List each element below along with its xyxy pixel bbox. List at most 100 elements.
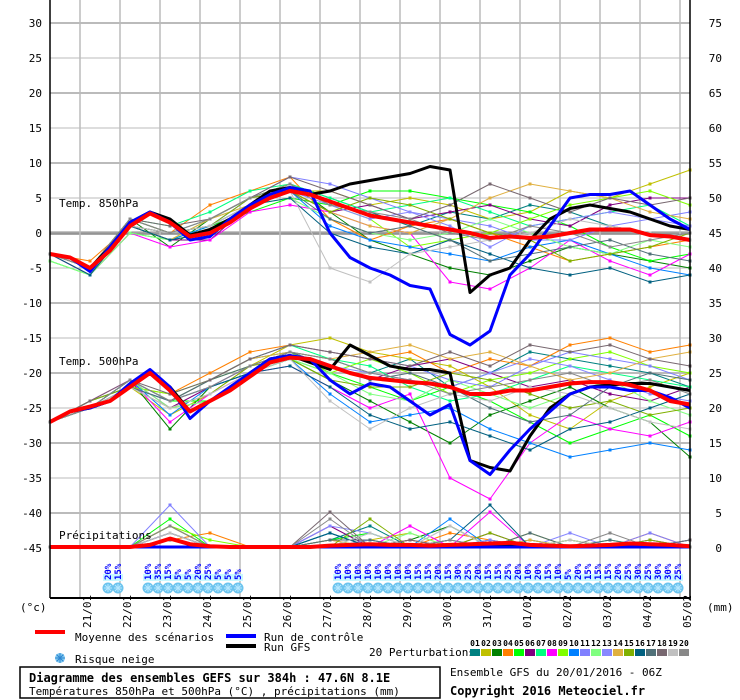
- right-tick-label: 15: [709, 437, 722, 450]
- perturbation-13-t850-point: [448, 224, 452, 228]
- right-tick-label: 35: [709, 297, 722, 310]
- right-tick-label: 20: [709, 402, 722, 415]
- perturbation-12-t500-point: [648, 399, 652, 403]
- perturbation-id: 05: [514, 639, 524, 648]
- perturbation-swatch: [547, 649, 557, 656]
- snow-risk-label: 5%: [234, 569, 244, 580]
- perturbation-20-t850-point: [368, 210, 372, 214]
- perturbation-14-t850-point: [368, 224, 372, 228]
- perturbation-10-t500-point: [648, 441, 652, 445]
- snow-risk-label: 5%: [184, 569, 194, 580]
- snow-risk-bg: [473, 574, 483, 581]
- snowflake-icon-glyph: [194, 584, 202, 592]
- perturbation-13-precip-point: [328, 524, 332, 528]
- perturbation-1-t500-point: [528, 350, 532, 354]
- legend-control-label: Run de contrôle: [264, 631, 363, 644]
- perturbation-17-precip-point: [328, 538, 332, 542]
- snow-risk-bg: [113, 574, 123, 581]
- perturbation-20-t500-point: [168, 399, 172, 403]
- snow-risk-bg: [153, 574, 163, 581]
- perturbation-id: 08: [547, 639, 557, 648]
- date-tick-label: 22/01: [121, 595, 134, 628]
- perturbation-14-t500-point: [608, 371, 612, 375]
- perturbation-10-t500-point: [568, 455, 572, 459]
- perturbation-3-t500-point: [568, 385, 572, 389]
- perturbation-swatch: [646, 649, 656, 656]
- right-tick-label: 50: [709, 192, 722, 205]
- perturbation-15-t500-point: [608, 399, 612, 403]
- perturbation-11-t500-point: [608, 357, 612, 361]
- perturbation-17-precip-point: [368, 538, 372, 542]
- perturbation-14-t850-point: [408, 231, 412, 235]
- perturbation-4-t500-point: [408, 350, 412, 354]
- right-tick-label: 30: [709, 332, 722, 345]
- perturbation-4-t500-point: [608, 336, 612, 340]
- perturbation-14-t850-point: [568, 189, 572, 193]
- perturbation-18-t500-point: [408, 364, 412, 368]
- snowflake-icon-glyph: [464, 584, 472, 592]
- perturbation-swatch: [503, 649, 513, 656]
- perturbation-4-t500-point: [648, 350, 652, 354]
- perturbation-id: 06: [525, 639, 535, 648]
- left-axis-unit: (°c): [20, 601, 47, 614]
- perturbation-9-t500-point: [528, 371, 532, 375]
- perturbation-id: 19: [668, 639, 678, 648]
- snow-risk-bg: [163, 574, 173, 581]
- snowflake-icon-glyph: [334, 584, 342, 592]
- control-run-t500: [49, 354, 691, 476]
- perturbation-12-t850-point: [488, 217, 492, 221]
- snow-risk-label: 20%: [614, 563, 624, 580]
- snow-risk-bg: [663, 574, 673, 581]
- perturbation-11-t850-point: [488, 224, 492, 228]
- perturbation-16-t500-point: [368, 413, 372, 417]
- perturbation-18-t500-point: [208, 378, 212, 382]
- legend-snow-label: Risque neige: [75, 653, 154, 666]
- perturbation-12-t850: [49, 197, 691, 276]
- perturbation-17-t850-point: [328, 217, 332, 221]
- snow-risk-bg: [193, 574, 203, 581]
- perturbation-10-t500-point: [368, 420, 372, 424]
- perturbation-19-precip-point: [448, 524, 452, 528]
- perturbation-19-t850-point: [368, 280, 372, 284]
- snow-risk-label: 15%: [164, 563, 174, 580]
- perturbation-4-t500-point: [248, 350, 252, 354]
- snowflake-icon-glyph: [224, 584, 232, 592]
- perturbation-15-precip-point: [488, 531, 492, 535]
- perturbation-13-t850-point: [608, 210, 612, 214]
- perturbation-18-t850-point: [368, 203, 372, 207]
- perturbation-swatch: [492, 649, 502, 656]
- snow-risk-label: 10%: [354, 563, 364, 580]
- perturbation-7-t500-point: [448, 399, 452, 403]
- snowflake-icon-glyph: [374, 584, 382, 592]
- perturbation-12-t850-point: [408, 238, 412, 242]
- snow-risk-bg: [363, 574, 373, 581]
- perturbation-swatch: [569, 649, 579, 656]
- perturbation-15-t850-point: [328, 210, 332, 214]
- perturbation-2-t500-point: [648, 385, 652, 389]
- perturbation-swatch: [679, 649, 689, 656]
- right-tick-label: 40: [709, 262, 722, 275]
- left-tick-label: -10: [22, 297, 42, 310]
- perturbation-id: 01: [470, 639, 480, 648]
- snowflake-icon-glyph: [394, 584, 402, 592]
- perturbation-20-t850-point: [528, 224, 532, 228]
- perturbation-10-t500-point: [528, 441, 532, 445]
- perturbation-12-precip-point: [408, 531, 412, 535]
- perturbation-8-t850-point: [448, 280, 452, 284]
- left-tick-label: -30: [22, 437, 42, 450]
- perturbation-10-t500-point: [408, 413, 412, 417]
- perturbation-16-t850-point: [368, 245, 372, 249]
- right-tick-label: 65: [709, 87, 722, 100]
- perturbation-10-t500-point: [168, 413, 172, 417]
- perturbation-19-t500-point: [488, 399, 492, 403]
- perturbation-8-t500-point: [408, 392, 412, 396]
- snow-risk-bg: [593, 574, 603, 581]
- perturbation-1-t500-point: [608, 364, 612, 368]
- perturbation-19-t850-point: [448, 245, 452, 249]
- perturbation-18-t500-point: [368, 357, 372, 361]
- perturbation-id: 10: [569, 639, 579, 648]
- snow-risk-label: 10%: [374, 563, 384, 580]
- perturbation-18-t850-point: [448, 203, 452, 207]
- perturbation-19-t500-point: [368, 427, 372, 431]
- snowflake-icon-glyph: [204, 584, 212, 592]
